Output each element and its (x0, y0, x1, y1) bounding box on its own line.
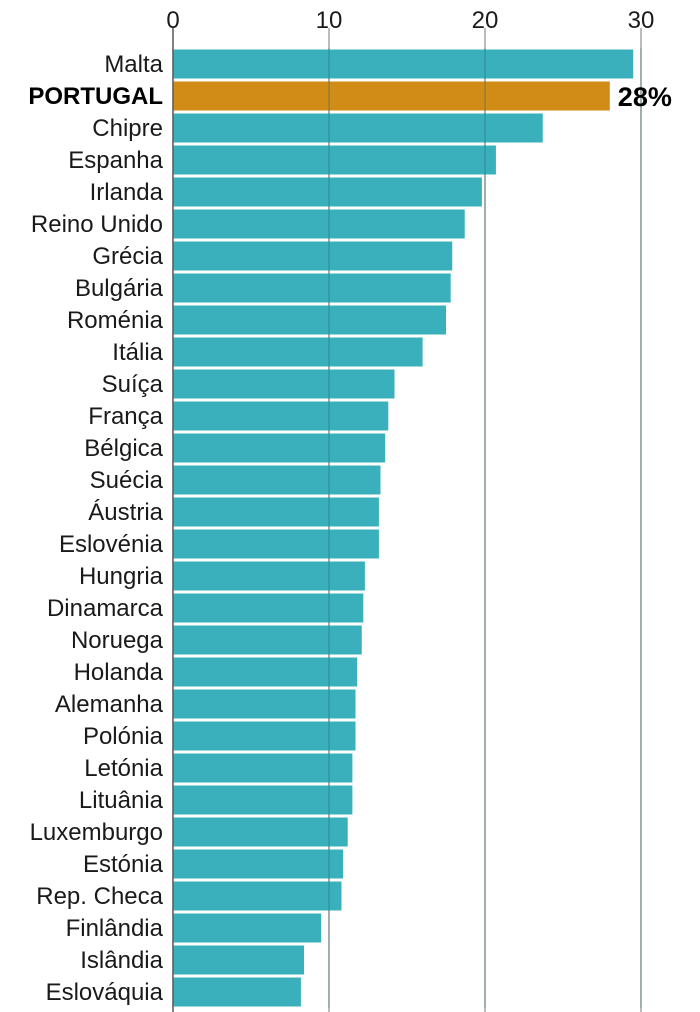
bar-su-cia (173, 465, 381, 495)
category-label: Letónia (84, 755, 163, 782)
bar-it-lia (173, 337, 423, 367)
category-labels: Malta PORTUGAL Chipre Espanha Irlanda Reino U… (28, 51, 672, 1006)
x-tick-label: 20 (472, 7, 499, 34)
category-label: Finlândia (66, 915, 164, 942)
category-label: Holanda (74, 659, 164, 686)
bar-chipre (173, 113, 543, 143)
bar-noruega (173, 625, 362, 655)
category-label: Eslovénia (59, 531, 164, 558)
category-label: França (88, 403, 163, 430)
x-tick-label: 0 (166, 7, 179, 34)
category-label: Dinamarca (47, 595, 164, 622)
category-label: Lituânia (79, 787, 164, 814)
bar-let-nia (173, 753, 353, 783)
category-label: Noruega (71, 627, 164, 654)
bar-est-nia (173, 849, 344, 879)
bar-irlanda (173, 177, 482, 207)
category-label: Eslováquia (46, 979, 164, 1006)
data-label: 28% (618, 82, 672, 112)
bar-malta (173, 49, 634, 79)
grid-overlay (172, 28, 642, 1012)
category-label: Roménia (67, 307, 164, 334)
category-label: Hungria (79, 563, 164, 590)
bar-finl-ndia (173, 913, 322, 943)
bar-litu-nia (173, 785, 353, 815)
category-label: Luxemburgo (30, 819, 163, 846)
category-label: Grécia (92, 243, 163, 270)
bar-luxemburgo (173, 817, 348, 847)
bar-hungria (173, 561, 365, 591)
category-label: Irlanda (90, 179, 164, 206)
category-label: Islândia (80, 947, 163, 974)
bar-rep-checa (173, 881, 342, 911)
bar-b-lgica (173, 433, 386, 463)
category-label: Polónia (83, 723, 164, 750)
bar-rom-nia (173, 305, 446, 335)
category-label: Reino Unido (31, 211, 163, 238)
category-label: Alemanha (55, 691, 164, 718)
bar-pol-nia (173, 721, 356, 751)
category-label: Itália (112, 339, 163, 366)
x-axis-ticks: 0 10 20 30 (166, 7, 654, 34)
x-tick-label: 10 (316, 7, 343, 34)
category-label: Espanha (68, 147, 163, 174)
category-label: Suíça (102, 371, 164, 398)
category-label: Estónia (83, 851, 164, 878)
bars (173, 49, 634, 1007)
category-label: Suécia (90, 467, 164, 494)
category-label: Áustria (88, 499, 163, 526)
bar-fran-a (173, 401, 389, 431)
bar-isl-ndia (173, 945, 305, 975)
bar-alemanha (173, 689, 356, 719)
x-tick-label: 30 (628, 7, 655, 34)
bar-su-a (173, 369, 395, 399)
bar-dinamarca (173, 593, 364, 623)
bar-eslov-quia (173, 977, 301, 1007)
bar-gr-cia (173, 241, 453, 271)
bar-espanha (173, 145, 496, 175)
bar-bulg-ria (173, 273, 451, 303)
category-label: Malta (104, 51, 163, 78)
category-label: PORTUGAL (28, 83, 163, 110)
bar-holanda (173, 657, 358, 687)
category-label: Bélgica (84, 435, 163, 462)
bar--ustria (173, 497, 379, 527)
category-label: Rep. Checa (36, 883, 163, 910)
bar-portugal (173, 81, 610, 111)
category-label: Bulgária (75, 275, 164, 302)
category-label: Chipre (92, 115, 163, 142)
bar-reino-unido (173, 209, 465, 239)
bar-eslov-nia (173, 529, 379, 559)
